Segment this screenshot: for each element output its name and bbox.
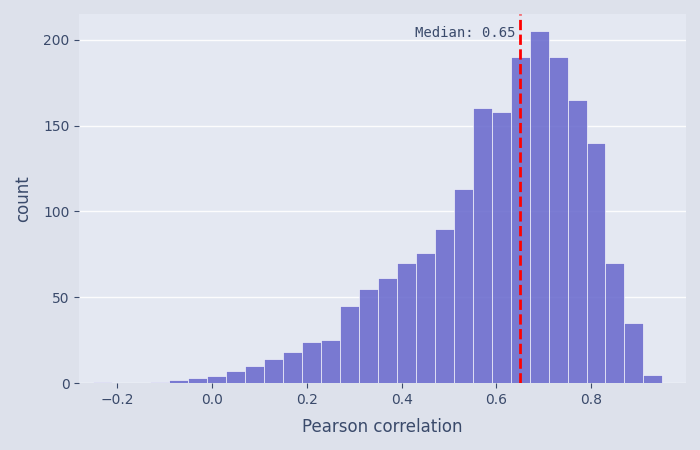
Bar — [359, 289, 378, 383]
Bar — [378, 279, 397, 383]
Bar — [397, 263, 416, 383]
Bar — [587, 143, 606, 383]
Bar — [93, 382, 112, 383]
Bar — [150, 382, 169, 383]
X-axis label: Pearson correlation: Pearson correlation — [302, 418, 463, 436]
Bar — [606, 263, 624, 383]
Bar — [283, 352, 302, 383]
Y-axis label: count: count — [14, 175, 32, 222]
Bar — [321, 340, 340, 383]
Bar — [435, 229, 454, 383]
Text: Median: 0.65: Median: 0.65 — [415, 26, 515, 40]
Bar — [510, 57, 530, 383]
Bar — [473, 108, 491, 383]
Bar — [226, 371, 245, 383]
Bar — [491, 112, 510, 383]
Bar — [302, 342, 321, 383]
Bar — [530, 31, 549, 383]
Bar — [568, 100, 587, 383]
Bar — [340, 306, 359, 383]
Bar — [245, 366, 264, 383]
Bar — [207, 376, 226, 383]
Bar — [454, 189, 473, 383]
Bar — [188, 378, 207, 383]
Bar — [624, 323, 643, 383]
Bar — [264, 359, 283, 383]
Bar — [169, 380, 188, 383]
Bar — [416, 253, 435, 383]
Bar — [549, 57, 568, 383]
Bar — [643, 375, 662, 383]
